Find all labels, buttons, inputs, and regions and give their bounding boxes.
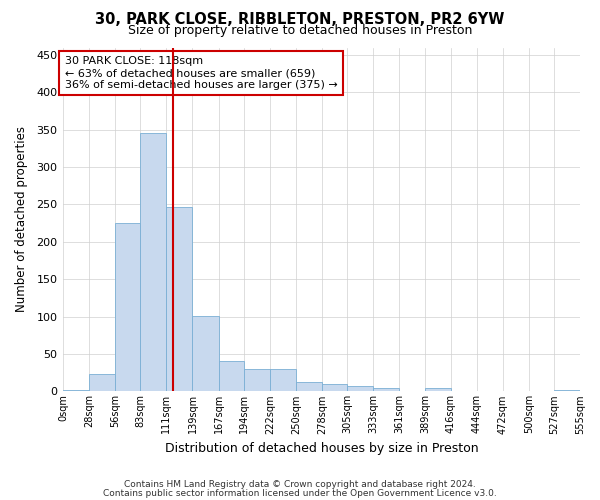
Bar: [89, 374, 115, 392]
Text: 30, PARK CLOSE, RIBBLETON, PRESTON, PR2 6YW: 30, PARK CLOSE, RIBBLETON, PRESTON, PR2 …: [95, 12, 505, 28]
Bar: [347, 386, 373, 392]
Bar: [296, 382, 322, 392]
Bar: [193, 316, 218, 392]
Text: Contains HM Land Registry data © Crown copyright and database right 2024.: Contains HM Land Registry data © Crown c…: [124, 480, 476, 489]
Bar: [63, 390, 89, 392]
Bar: [166, 208, 193, 392]
Bar: [115, 223, 140, 392]
Bar: [373, 388, 399, 392]
Bar: [244, 369, 270, 392]
Text: 30 PARK CLOSE: 118sqm
← 63% of detached houses are smaller (659)
36% of semi-det: 30 PARK CLOSE: 118sqm ← 63% of detached …: [65, 56, 338, 90]
Bar: [140, 132, 166, 392]
Text: Size of property relative to detached houses in Preston: Size of property relative to detached ho…: [128, 24, 472, 37]
Y-axis label: Number of detached properties: Number of detached properties: [15, 126, 28, 312]
Bar: [270, 369, 296, 392]
Bar: [425, 388, 451, 392]
Bar: [322, 384, 347, 392]
Bar: [554, 390, 580, 392]
Bar: [218, 362, 244, 392]
Text: Contains public sector information licensed under the Open Government Licence v3: Contains public sector information licen…: [103, 489, 497, 498]
X-axis label: Distribution of detached houses by size in Preston: Distribution of detached houses by size …: [164, 442, 478, 455]
